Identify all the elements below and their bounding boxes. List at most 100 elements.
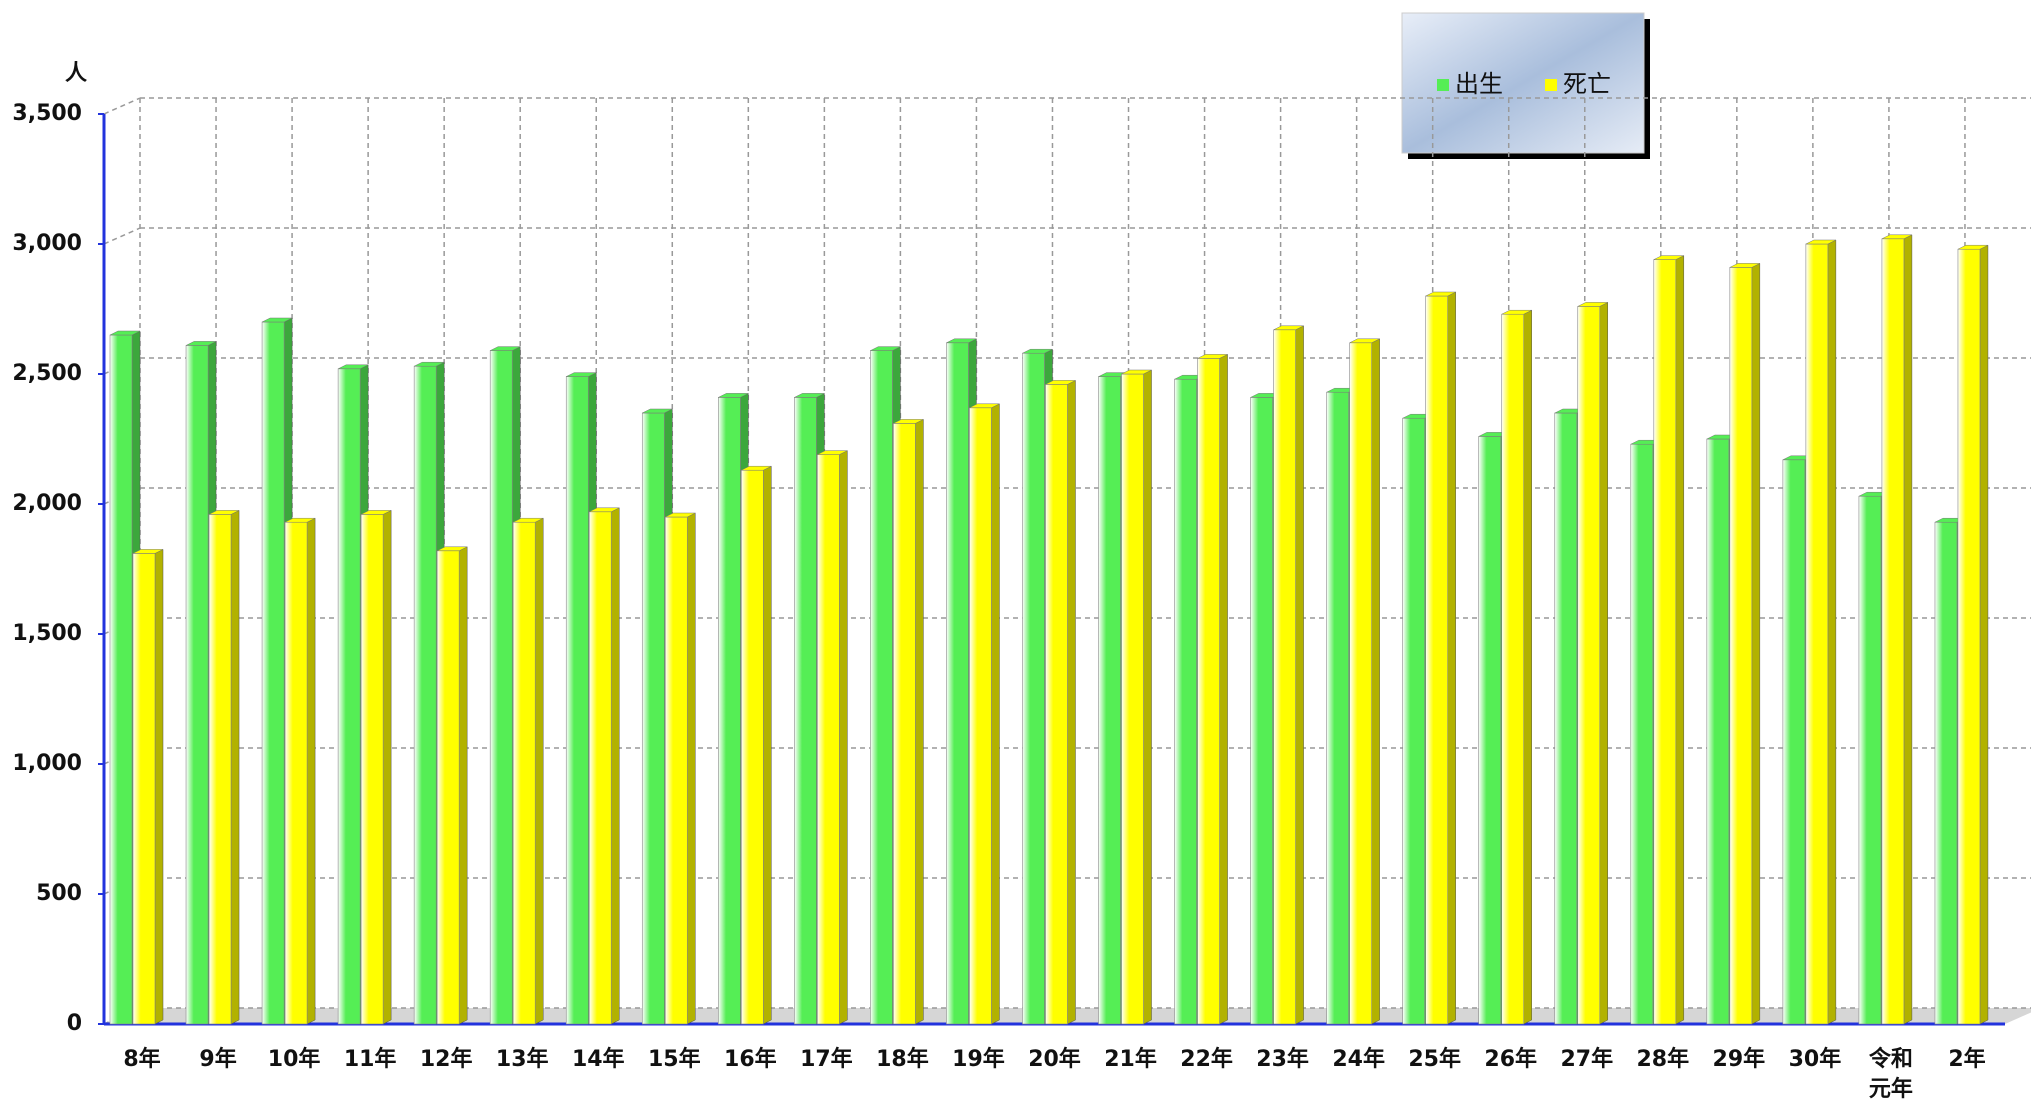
bar-side (687, 512, 696, 1025)
bar-top (1197, 354, 1228, 359)
bar-top (741, 465, 772, 471)
bar-top (109, 330, 141, 336)
bar-top (1881, 234, 1913, 240)
bar-top (794, 393, 825, 398)
bar-side (534, 517, 544, 1025)
y-tick-label: 3,000 (12, 231, 82, 256)
x-tick-label: 25年 (1408, 1046, 1461, 1072)
bar-side (306, 517, 316, 1025)
bar-side (1371, 338, 1380, 1025)
bar (1782, 459, 1806, 1025)
bar-side (1599, 301, 1609, 1025)
x-tick-label: 9年 (199, 1046, 236, 1072)
bar (565, 376, 589, 1025)
x-tick-label: 23年 (1256, 1046, 1309, 1072)
bar-side (991, 403, 1000, 1025)
bar-side (1979, 244, 1989, 1025)
bar-top (946, 338, 977, 344)
x-tick-label: 29年 (1713, 1046, 1766, 1072)
x-tick-label: 8年 (123, 1046, 160, 1072)
bar (1273, 329, 1296, 1025)
bar (1858, 495, 1882, 1025)
bar (1250, 397, 1273, 1025)
bar-top (1121, 369, 1152, 375)
bar (1881, 238, 1905, 1025)
bar-top (1653, 255, 1684, 260)
y-tick-label: 3,500 (12, 101, 82, 126)
x-tick-label: 2年 (1948, 1046, 1985, 1072)
x-tick-label: 20年 (1028, 1046, 1081, 1072)
bar-top (208, 510, 240, 515)
bar-top (261, 317, 293, 323)
bar-top (1577, 302, 1608, 307)
bar-top (817, 450, 848, 455)
bar-top (1501, 309, 1532, 315)
bar (588, 511, 612, 1025)
grid-line-side (103, 97, 141, 115)
bar-side (1219, 353, 1228, 1025)
bar-side (1751, 262, 1761, 1025)
bar (512, 521, 536, 1025)
x-tick-label: 27年 (1560, 1046, 1613, 1072)
bar-side (763, 465, 772, 1025)
bar (1554, 412, 1578, 1025)
bar-side (1447, 291, 1456, 1025)
bar-top (870, 346, 901, 351)
bar (185, 345, 209, 1025)
bar (1098, 376, 1121, 1025)
bar (1934, 521, 1958, 1025)
bar-top (566, 372, 597, 377)
bar (1402, 417, 1425, 1025)
x-tick-label: 14年 (572, 1046, 625, 1072)
bar-top (718, 393, 749, 398)
bar (1326, 391, 1349, 1025)
bar (284, 521, 308, 1025)
bar-side (839, 450, 848, 1025)
bar-top (969, 403, 1000, 409)
x-tick-label: 17年 (800, 1046, 853, 1072)
bar-top (437, 546, 468, 552)
bar-top (642, 408, 673, 414)
x-tick-label: 22年 (1180, 1046, 1233, 1072)
bar-side (1067, 379, 1076, 1025)
x-tick-label: 30年 (1789, 1046, 1842, 1072)
bar (1197, 358, 1220, 1025)
bar (109, 334, 133, 1025)
x-tick-label: 16年 (724, 1046, 777, 1072)
x-tick-label: 26年 (1484, 1046, 1537, 1072)
bar-top (1729, 263, 1760, 268)
x-tick-label: 18年 (876, 1046, 929, 1072)
x-tick-label: 19年 (952, 1046, 1005, 1072)
y-tick-label: 1,000 (12, 751, 82, 776)
x-tick-label: 10年 (268, 1046, 321, 1072)
bar (870, 350, 893, 1025)
bar (893, 423, 916, 1025)
bar (741, 469, 764, 1025)
bar-top (893, 419, 924, 424)
bar-top (665, 512, 696, 518)
bar (337, 368, 361, 1025)
bar (413, 365, 437, 1025)
bar-side (1295, 325, 1304, 1025)
bar (1045, 384, 1068, 1025)
bar-top (589, 507, 620, 513)
bar-top (490, 346, 521, 351)
y-tick-label: 1,500 (12, 621, 82, 646)
bar (1630, 443, 1654, 1025)
bar-top (1045, 380, 1076, 385)
bar-top (1273, 325, 1304, 331)
bar-top (1425, 291, 1456, 297)
bar-side (154, 548, 164, 1025)
x-tick-label: 21年 (1104, 1046, 1157, 1072)
bar (641, 412, 665, 1025)
bar-side (1827, 239, 1837, 1025)
bar-side (230, 509, 240, 1025)
bar (664, 516, 688, 1025)
x-tick-label: 12年 (420, 1046, 473, 1072)
x-tick-label: 11年 (344, 1046, 397, 1072)
bar (489, 350, 513, 1025)
legend: 出生 死亡 (1401, 12, 1650, 159)
bar-side (1675, 255, 1685, 1025)
bar (817, 454, 840, 1025)
